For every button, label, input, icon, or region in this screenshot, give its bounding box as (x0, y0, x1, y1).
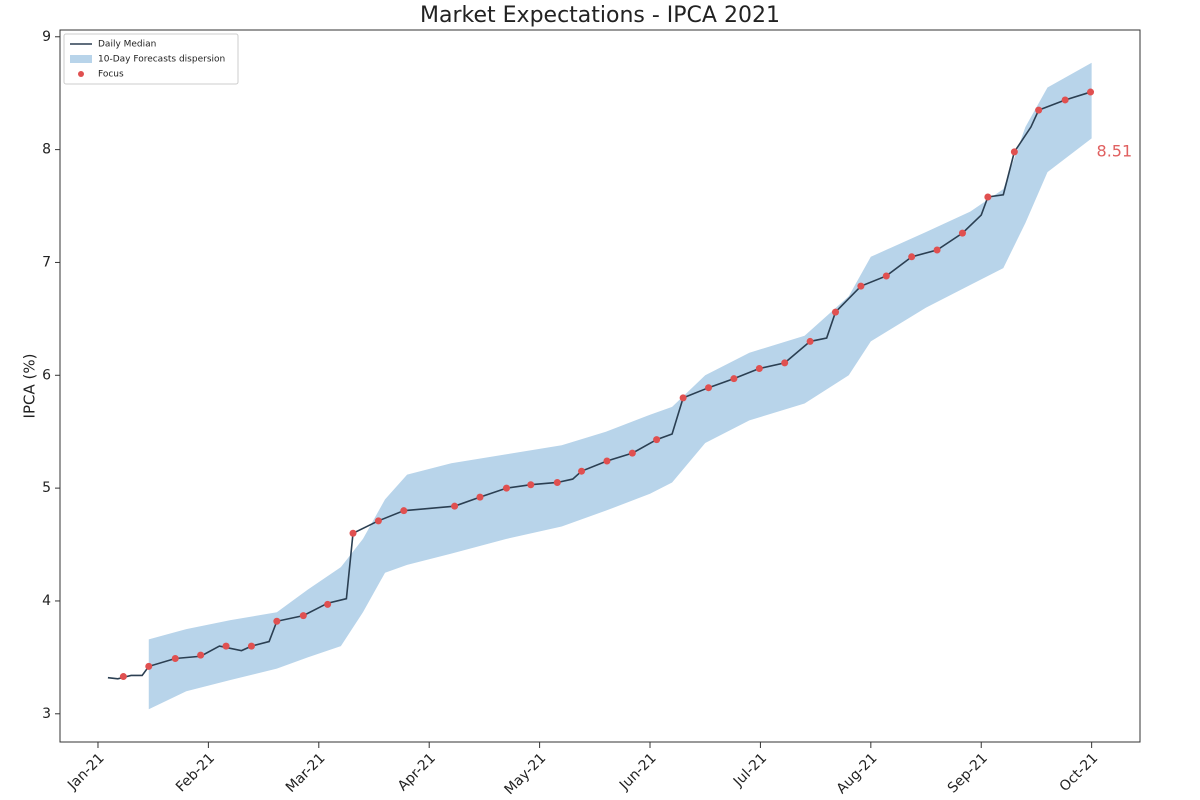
focus-point (400, 507, 408, 515)
plot-frame (59, 29, 1141, 743)
legend-swatch (70, 55, 92, 63)
y-tick-label: 6 (42, 367, 51, 383)
focus-point (603, 457, 611, 465)
focus-point (933, 246, 941, 254)
annotation: 8.51 (1097, 142, 1133, 161)
focus-point (1010, 148, 1018, 156)
x-tick-label: Jul-21 (730, 750, 770, 790)
focus-point (984, 193, 992, 201)
legend-box (63, 33, 239, 85)
focus-point (299, 612, 307, 620)
legend-label: 10-Day Forecasts dispersion (98, 55, 225, 65)
x-tick-label: Mar-21 (283, 750, 329, 796)
chart-title: Market Expectations - IPCA 2021 (420, 3, 780, 28)
focus-point (476, 493, 484, 501)
focus-point (628, 449, 636, 457)
y-tick-label: 5 (42, 480, 51, 496)
median-line (107, 91, 1091, 680)
y-tick-label: 8 (42, 142, 51, 158)
focus-point (197, 651, 205, 659)
x-tick-label: Apr-21 (395, 750, 439, 794)
y-axis-label: IPCA (%) (21, 354, 39, 419)
focus-point (171, 655, 179, 663)
focus-point (679, 394, 687, 402)
focus-point (831, 308, 839, 316)
focus-point (502, 484, 510, 492)
focus-point (451, 502, 459, 510)
focus-point (145, 662, 153, 670)
x-tick-label: Aug-21 (834, 750, 881, 797)
x-tick-label: Jun-21 (616, 750, 660, 794)
y-tick-label: 4 (42, 593, 51, 609)
y-tick-label: 3 (42, 706, 51, 722)
x-tick-label: Feb-21 (173, 750, 218, 795)
x-tick-label: Oct-21 (1057, 750, 1102, 795)
focus-point (119, 673, 127, 681)
focus-point (349, 529, 357, 537)
focus-point (730, 375, 738, 383)
focus-point (755, 365, 763, 373)
focus-point (324, 600, 332, 608)
focus-point (908, 253, 916, 261)
focus-point (958, 229, 966, 237)
focus-point (882, 272, 890, 280)
focus-point (578, 467, 586, 475)
focus-point (273, 617, 281, 625)
focus-point (1035, 106, 1043, 114)
focus-point (1087, 88, 1095, 96)
legend-label: Daily Median (98, 40, 156, 50)
focus-point (527, 481, 535, 489)
x-tick-label: Sep-21 (945, 750, 991, 796)
focus-point (222, 642, 230, 650)
dispersion-band (148, 62, 1092, 710)
focus-point (1061, 96, 1069, 104)
focus-point (653, 436, 661, 444)
y-tick-label: 7 (42, 254, 51, 270)
focus-point (247, 642, 255, 650)
legend-swatch (78, 71, 84, 77)
focus-point (781, 359, 789, 367)
y-tick-label: 9 (42, 29, 51, 45)
focus-point (553, 478, 561, 486)
focus-point (374, 517, 382, 525)
focus-point (705, 384, 713, 392)
legend: Daily Median 10-Day Forecasts dispersion F… (63, 33, 239, 85)
x-tick-label: May-21 (501, 750, 549, 798)
focus-point (857, 282, 865, 290)
focus-point (806, 337, 814, 345)
x-tick-label: Jan-21 (64, 750, 107, 793)
legend-label: Focus (98, 70, 124, 80)
